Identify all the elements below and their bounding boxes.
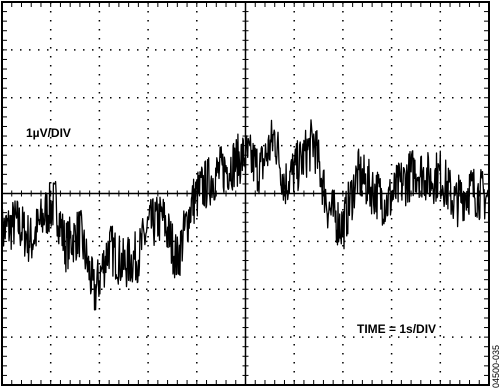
center-axes — [2, 2, 489, 385]
signal-trace — [1, 119, 490, 311]
figure-id: 04500-035 — [491, 345, 501, 388]
time-scale-label: TIME = 1s/DIV — [357, 322, 436, 336]
vertical-scale-label: 1µV/DIV — [26, 126, 71, 140]
